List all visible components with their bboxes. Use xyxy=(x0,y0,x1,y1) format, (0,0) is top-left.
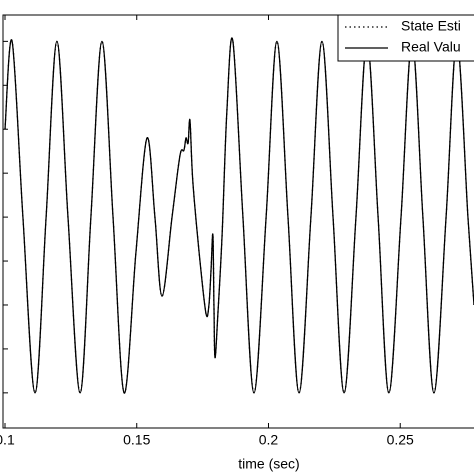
plot-frame xyxy=(2,14,474,429)
x-axis-label: time (sec) xyxy=(238,456,299,472)
x-tick-label: 0.1 xyxy=(0,432,15,448)
data-line xyxy=(4,37,474,394)
x-tick-label: 0.15 xyxy=(123,432,150,448)
legend-label: State Esti xyxy=(401,18,461,34)
x-tick-label: 0.25 xyxy=(387,432,414,448)
legend-label: Real Valu xyxy=(401,39,461,55)
legend-box xyxy=(337,14,474,62)
legend: State Esti Real Valu xyxy=(337,14,474,62)
x-tick-label: 0.2 xyxy=(259,432,279,448)
